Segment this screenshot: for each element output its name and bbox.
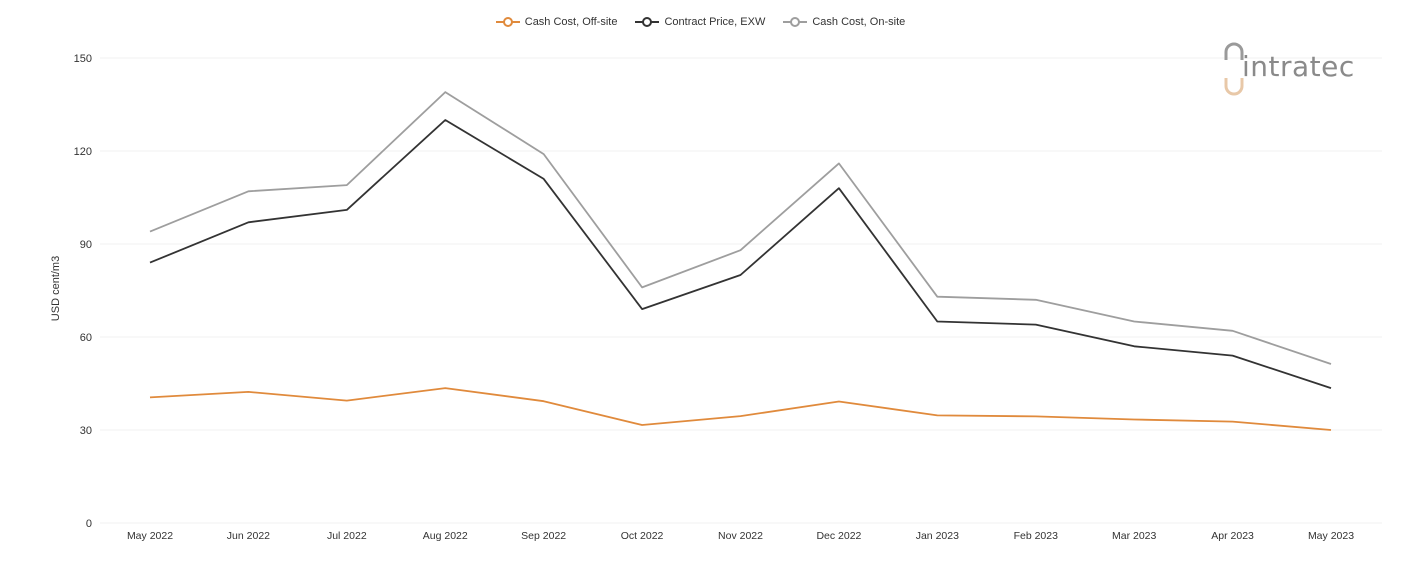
legend-marker-icon [495,17,520,27]
data-point [1132,320,1136,324]
x-tick-label: Oct 2022 [621,530,664,542]
legend: Cash Cost, Off-site Contract Price, EXW Ca… [0,16,1401,28]
legend-marker-icon [635,17,660,27]
data-point [246,189,250,193]
data-point [345,399,349,403]
data-point [1034,414,1038,418]
x-tick-label: May 2022 [127,530,173,542]
y-tick-label: 120 [74,146,92,158]
data-point [1329,428,1333,432]
data-point [542,177,546,181]
data-point [443,90,447,94]
data-point [148,230,152,234]
logo-mark-icon [1224,42,1244,96]
legend-item-0[interactable]: Cash Cost, Off-site [495,16,618,28]
data-point [1132,344,1136,348]
legend-label: Contract Price, EXW [664,16,766,28]
x-tick-label: Sep 2022 [521,530,566,542]
data-point [739,414,743,418]
data-point [739,248,743,252]
legend-label: Cash Cost, On-site [812,16,906,28]
x-tick-label: Aug 2022 [423,530,468,542]
data-point [1132,417,1136,421]
x-tick-label: Jan 2023 [916,530,959,542]
series-line-0 [149,387,1332,431]
y-tick-label: 60 [80,332,92,344]
data-point [1034,298,1038,302]
y-tick-label: 30 [80,425,92,437]
y-tick-label: 0 [86,518,92,530]
intratec-logo: intratec [1222,42,1372,98]
data-point [542,399,546,403]
data-point [1034,323,1038,327]
x-tick-label: Mar 2023 [1112,530,1157,542]
data-point [443,386,447,390]
data-point [837,161,841,165]
data-point [935,295,939,299]
data-point [345,208,349,212]
legend-item-1[interactable]: Contract Price, EXW [635,16,765,28]
data-point [542,152,546,156]
series-line-2 [149,91,1332,365]
logo-text: intratec [1242,50,1355,83]
series-line-1 [149,119,1332,389]
x-tick-label: May 2023 [1308,530,1354,542]
data-point [1329,386,1333,390]
data-point [935,413,939,417]
data-point [1329,362,1333,366]
data-point [246,390,250,394]
data-point [1231,420,1235,424]
data-point [640,307,644,311]
data-point [640,285,644,289]
data-point [443,118,447,122]
y-tick-label: 150 [74,53,92,65]
y-axis-label: USD cent/m3 [50,256,62,321]
data-point [148,395,152,399]
data-point [739,273,743,277]
data-point [246,220,250,224]
x-tick-label: Feb 2023 [1014,530,1059,542]
legend-marker-icon [783,17,808,27]
x-tick-label: Dec 2022 [816,530,861,542]
data-point [345,183,349,187]
x-tick-label: Apr 2023 [1211,530,1254,542]
data-point [1231,329,1235,333]
data-point [1231,354,1235,358]
legend-item-2[interactable]: Cash Cost, On-site [783,16,905,28]
data-point [640,423,644,427]
x-tick-label: Jul 2022 [327,530,367,542]
data-point [837,399,841,403]
x-tick-label: Jun 2022 [227,530,270,542]
x-tick-label: Nov 2022 [718,530,763,542]
data-point [837,186,841,190]
legend-label: Cash Cost, Off-site [524,16,618,28]
data-point [148,261,152,265]
data-point [935,320,939,324]
y-tick-label: 90 [80,239,92,251]
